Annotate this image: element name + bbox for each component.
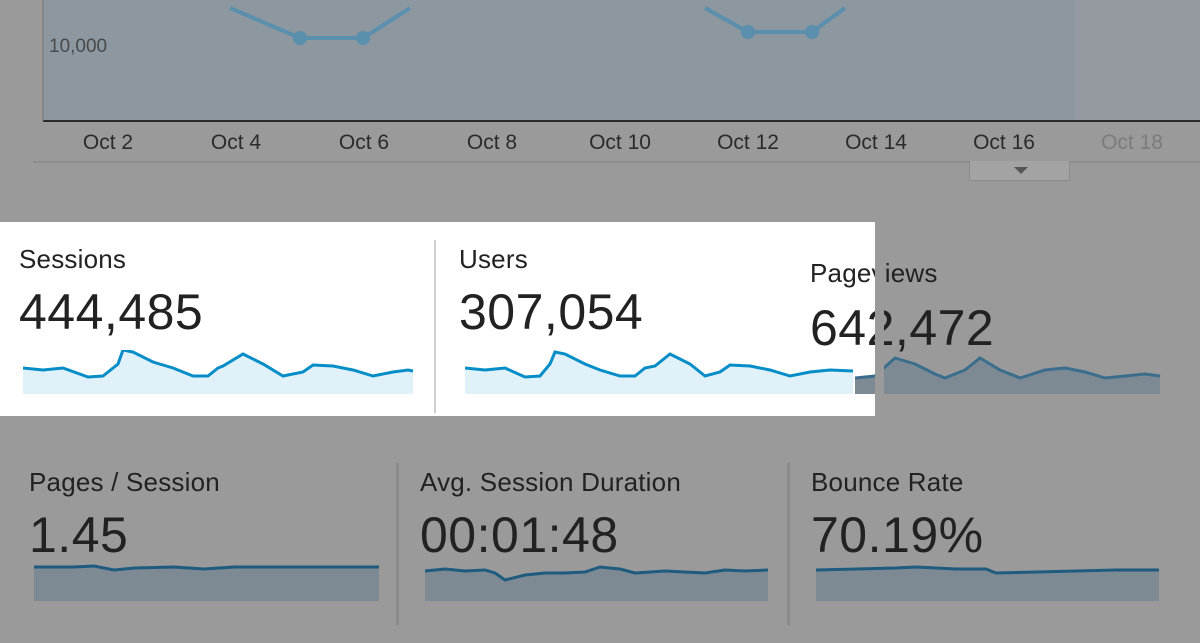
chart-area-fill	[43, 0, 1200, 121]
metric-label: Avg. Session Duration	[420, 467, 681, 497]
panel-divider	[434, 240, 436, 413]
data-point[interactable]	[293, 31, 307, 45]
metric-sessions[interactable]: Sessions 444,485	[19, 244, 203, 341]
metric-value: 444,485	[19, 284, 204, 340]
metric-label: Pages / Session	[29, 467, 220, 497]
metric-bounce-rate[interactable]: Bounce Rate 70.19%	[811, 467, 984, 564]
avg-session-duration-sparkline	[425, 565, 769, 601]
metric-users[interactable]: Users 307,054	[459, 244, 643, 341]
metric-label: Users	[459, 244, 528, 274]
x-axis-tick-label: Oct 2	[82, 131, 134, 154]
data-point[interactable]	[356, 31, 370, 45]
x-axis-tick-label: Oct 18	[1101, 131, 1163, 154]
metric-label: Sessions	[19, 244, 127, 274]
sessions-sparkline	[23, 350, 414, 394]
metric-value: 1.45	[29, 507, 129, 563]
x-axis-tick-label: Oct 12	[717, 131, 779, 154]
y-tick-label: 10,000	[49, 36, 108, 57]
series-line-right	[704, 6, 847, 34]
metric-label: Pageviews	[810, 258, 938, 288]
x-axis-tick-label: Oct 8	[466, 131, 518, 154]
main-line-chart: 10,000 Oct 2 Oct 4 Oct 6 Oct 8 Oct 10 Oct 12 O…	[0, 0, 1200, 200]
timeline-scroll-handle[interactable]	[969, 161, 1070, 181]
pages-per-session-sparkline	[34, 564, 379, 601]
metric-value: 00:01:48	[420, 507, 619, 563]
data-point[interactable]	[805, 25, 819, 39]
pageviews-sparkline	[855, 356, 1161, 394]
x-axis-tick-label: Oct 4	[210, 131, 262, 154]
series-line-left	[229, 6, 412, 40]
chart-area-fade	[1075, 0, 1200, 121]
metric-avg-session-duration[interactable]: Avg. Session Duration 00:01:48	[420, 467, 681, 564]
x-axis-tick-label: Oct 16	[973, 131, 1035, 154]
metric-value: 307,054	[459, 284, 644, 340]
metric-value: 642,472	[810, 300, 995, 356]
metric-value: 70.19%	[811, 507, 984, 563]
bounce-rate-sparkline	[816, 565, 1159, 601]
chevron-down-icon	[1014, 167, 1028, 174]
panel-edge-shadow	[875, 222, 884, 416]
metric-divider	[396, 463, 399, 625]
metric-label: Bounce Rate	[811, 467, 964, 497]
metric-pages-per-session[interactable]: Pages / Session 1.45	[29, 467, 220, 564]
x-axis-tick-label: Oct 10	[589, 131, 651, 154]
metric-divider	[787, 463, 790, 625]
data-point[interactable]	[741, 25, 755, 39]
metric-pageviews[interactable]: Pageviews 642,472	[810, 258, 994, 357]
x-axis-tick-label: Oct 14	[845, 131, 907, 154]
main-chart-svg	[33, 0, 1200, 163]
users-sparkline	[465, 350, 854, 394]
x-axis-tick-label: Oct 6	[338, 131, 390, 154]
